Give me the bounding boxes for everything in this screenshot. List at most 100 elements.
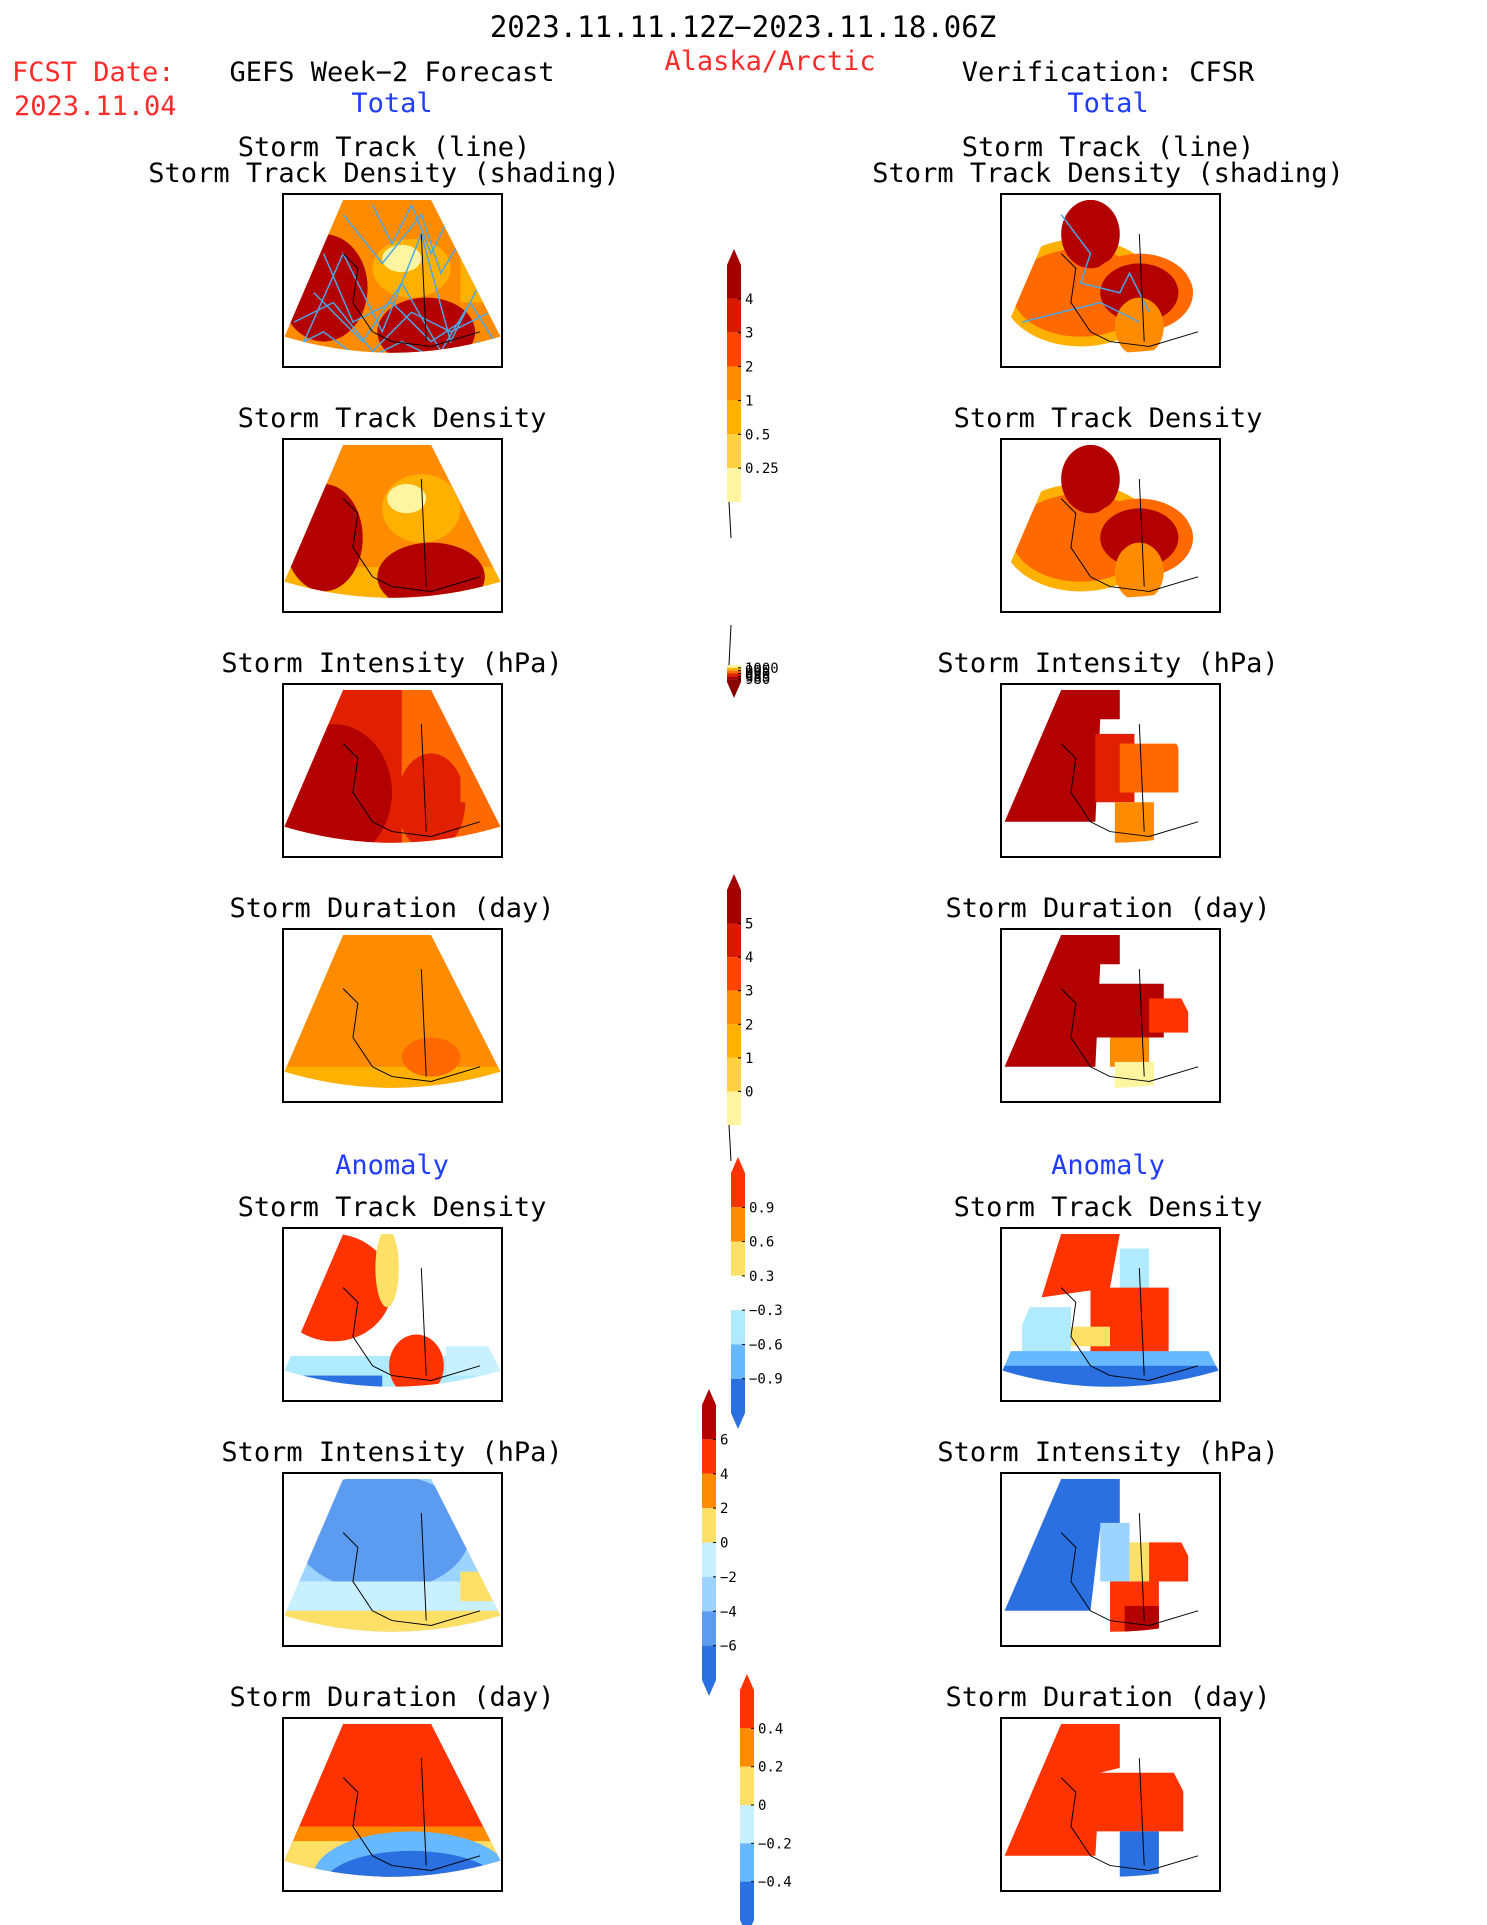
colorbar-tick-label: 4 — [745, 950, 753, 966]
gefs-intensity-map-graphic — [284, 689, 501, 843]
colorbar-segment — [727, 249, 741, 299]
left-track-shading-title: Storm Track Density (shading) — [148, 158, 620, 189]
colorbar-segment — [727, 670, 741, 674]
gefs-anom-intensity-map — [282, 1472, 503, 1647]
region-label: Alaska/Arctic — [664, 46, 876, 77]
colorbar-segment — [702, 1473, 716, 1509]
colorbar-tick-label: 3 — [745, 326, 753, 342]
right-column-title: Verification: CFSR — [961, 57, 1255, 88]
colorbar-segment — [702, 1645, 716, 1696]
gefs-intensity-map — [282, 683, 503, 858]
cfsr-anom-intensity-map-graphic — [1002, 1478, 1219, 1632]
gefs-track-map-graphic — [284, 199, 501, 353]
colorbar-segment — [727, 957, 741, 991]
left-anom-density-title: Storm Track Density — [237, 1192, 547, 1223]
cfsr-intensity-map-graphic — [1002, 689, 1219, 843]
forecast-period: 2023.11.11.12Z−2023.11.18.06Z — [489, 10, 997, 44]
colorbar-tick-label: 995 — [745, 664, 770, 680]
colorbar-segment — [702, 1389, 716, 1440]
colorbar-density-total: 4 3 2 1 0.5 0.25 — [727, 249, 779, 539]
colorbar-segment — [740, 1843, 754, 1882]
cfsr-anom-density-map — [1000, 1227, 1221, 1402]
cfsr-duration-map-graphic — [1002, 934, 1219, 1088]
colorbar-segment — [727, 667, 741, 671]
colorbar-segment — [727, 1091, 741, 1125]
colorbar-segment — [740, 1766, 754, 1805]
colorbar-segment — [727, 1057, 741, 1092]
colorbar-segment — [740, 1674, 754, 1729]
colorbar-tick-label: 0.3 — [749, 1269, 774, 1285]
colorbar-segment — [727, 332, 741, 367]
colorbar-segment — [731, 1275, 745, 1311]
colorbar-segment — [727, 923, 741, 958]
cfsr-intensity-map — [1000, 683, 1221, 858]
colorbar-duration-anom: 0.4 0.2 0 −0.2 −0.4 — [740, 1674, 792, 1925]
colorbar-tick-label: 0 — [745, 1084, 753, 1100]
colorbar-segment — [727, 676, 741, 680]
colorbar-tick-label: 0.25 — [745, 461, 779, 477]
colorbar-tick-label: −2 — [720, 1570, 737, 1586]
colorbar-density-anom: 0.9 0.6 0.3 −0.3 −0.6 −0.9 — [731, 1157, 783, 1429]
colorbar-segment — [702, 1611, 716, 1646]
cfsr-track-map — [1000, 193, 1221, 368]
right-density-title: Storm Track Density — [953, 403, 1263, 434]
colorbar-segment — [727, 665, 741, 668]
colorbar-tick-label: 4 — [745, 292, 753, 308]
colorbar-tick-label: 0.2 — [758, 1760, 783, 1776]
colorbar-segment — [727, 434, 741, 469]
colorbar-segment — [731, 1310, 745, 1345]
colorbar-segment — [727, 874, 741, 924]
colorbar-tick-label: 6 — [720, 1432, 728, 1448]
left-column-title: GEFS Week−2 Forecast — [229, 57, 555, 88]
colorbar-segment — [702, 1439, 716, 1474]
colorbar-tick-label: 985 — [745, 669, 770, 685]
colorbar-segment — [740, 1728, 754, 1767]
colorbar-tail — [728, 501, 732, 539]
gefs-anom-duration-map-graphic — [284, 1723, 501, 1877]
colorbar-tick-label: 1 — [745, 393, 753, 409]
colorbar-segment — [727, 1024, 741, 1058]
cfsr-anom-duration-map-graphic — [1002, 1723, 1219, 1877]
right-duration-title: Storm Duration (day) — [945, 893, 1271, 924]
colorbar-segment — [727, 679, 741, 698]
colorbar-segment — [731, 1207, 745, 1242]
gefs-anom-duration-map — [282, 1717, 503, 1892]
colorbar-tick-label: −6 — [720, 1639, 737, 1655]
colorbar-tail — [728, 624, 732, 666]
colorbar-tick-label: −0.2 — [758, 1836, 792, 1852]
colorbar-tick-label: 990 — [745, 667, 770, 683]
left-anom-intensity-title: Storm Intensity (hPa) — [221, 1437, 563, 1468]
gefs-anom-density-map — [282, 1227, 503, 1402]
colorbar-segment — [702, 1576, 716, 1612]
gefs-duration-map — [282, 928, 503, 1103]
colorbar-segment — [727, 298, 741, 333]
colorbar-segment — [727, 990, 741, 1025]
colorbar-segment — [702, 1508, 716, 1543]
colorbar-tick-label: 0.5 — [745, 427, 770, 443]
right-anom-intensity-title: Storm Intensity (hPa) — [937, 1437, 1279, 1468]
colorbar-tail — [728, 1124, 732, 1162]
colorbar-intensity-anom: 6 4 2 0 −2 −4 −6 — [702, 1389, 737, 1696]
fcst-date-value: 2023.11.04 — [14, 91, 177, 122]
left-track-line-title: Storm Track (line) — [237, 132, 531, 163]
right-total-label: Total — [1067, 88, 1149, 119]
right-track-shading-title: Storm Track Density (shading) — [872, 158, 1344, 189]
colorbar-segment — [702, 1542, 716, 1577]
colorbar-tick-label: 0.6 — [749, 1235, 774, 1251]
gefs-anom-intensity-map-graphic — [284, 1478, 501, 1632]
colorbar-tick-label: −0.6 — [749, 1337, 783, 1353]
colorbar-segment — [731, 1378, 745, 1429]
gefs-density-map — [282, 438, 503, 613]
fcst-date-label: FCST Date: — [12, 57, 175, 88]
colorbar-segment — [740, 1805, 754, 1844]
colorbar-tick-label: 1000 — [745, 661, 779, 677]
gefs-track-map — [282, 193, 503, 368]
colorbar-tick-label: −4 — [720, 1604, 737, 1620]
colorbar-tick-label: 0.4 — [758, 1721, 783, 1737]
colorbar-segment — [731, 1157, 745, 1208]
left-anomaly-label: Anomaly — [335, 1150, 449, 1181]
colorbar-tick-label: 5 — [745, 917, 753, 933]
colorbar-tick-label: 980 — [745, 672, 770, 688]
cfsr-density-map-graphic — [1002, 444, 1219, 598]
